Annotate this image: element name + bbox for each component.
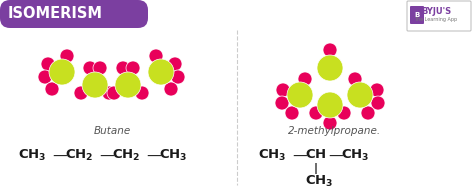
Text: $\mathbf{—}$: $\mathbf{—}$ [146, 146, 162, 161]
Circle shape [323, 43, 337, 57]
Circle shape [317, 55, 343, 81]
Text: $\mathbf{CH_3}$: $\mathbf{CH_3}$ [258, 147, 287, 163]
Circle shape [347, 82, 373, 108]
Text: $\mathbf{CH_2}$: $\mathbf{CH_2}$ [112, 147, 141, 163]
Text: $\mathbf{—}$: $\mathbf{—}$ [52, 146, 68, 161]
Circle shape [168, 57, 182, 71]
Circle shape [361, 106, 375, 120]
Circle shape [38, 70, 52, 84]
Circle shape [102, 86, 116, 100]
Text: $\mathbf{CH_3}$: $\mathbf{CH_3}$ [18, 147, 46, 163]
Text: $\mathbf{CH}$: $\mathbf{CH}$ [305, 148, 327, 161]
Circle shape [337, 106, 351, 120]
Text: $\mathbf{CH_3}$: $\mathbf{CH_3}$ [159, 147, 188, 163]
FancyBboxPatch shape [407, 1, 471, 31]
Circle shape [287, 82, 313, 108]
Circle shape [323, 116, 337, 130]
Text: $\mathbf{CH_3}$: $\mathbf{CH_3}$ [305, 173, 334, 189]
Circle shape [276, 83, 290, 97]
Circle shape [83, 61, 97, 75]
Circle shape [126, 61, 140, 75]
Circle shape [148, 59, 174, 85]
Text: $\mathbf{CH_3}$: $\mathbf{CH_3}$ [341, 147, 370, 163]
Text: $\mathbf{—}$: $\mathbf{—}$ [99, 146, 115, 161]
Circle shape [164, 82, 178, 96]
Circle shape [74, 86, 88, 100]
Text: Butane: Butane [93, 126, 131, 136]
Circle shape [348, 72, 362, 86]
Circle shape [107, 86, 121, 100]
Circle shape [115, 72, 141, 98]
Circle shape [45, 82, 59, 96]
Text: $\mathbf{—}$: $\mathbf{—}$ [328, 146, 344, 161]
Text: B: B [414, 12, 419, 18]
Circle shape [49, 59, 75, 85]
Circle shape [171, 70, 185, 84]
Text: |: | [314, 163, 318, 173]
Circle shape [370, 83, 384, 97]
Circle shape [116, 61, 130, 75]
Text: $\mathbf{—}$: $\mathbf{—}$ [292, 146, 308, 161]
Text: The Learning App: The Learning App [414, 17, 457, 23]
Circle shape [82, 72, 108, 98]
Text: BYJU'S: BYJU'S [421, 7, 451, 16]
FancyBboxPatch shape [0, 0, 148, 28]
Circle shape [60, 49, 74, 63]
Circle shape [149, 49, 163, 63]
Circle shape [275, 96, 289, 110]
Circle shape [93, 61, 107, 75]
Circle shape [298, 72, 312, 86]
Circle shape [371, 96, 385, 110]
Circle shape [135, 86, 149, 100]
Circle shape [317, 92, 343, 118]
Text: ISOMERISM: ISOMERISM [8, 7, 103, 22]
Text: 2-methylpropane.: 2-methylpropane. [289, 126, 382, 136]
Text: $\mathbf{CH_2}$: $\mathbf{CH_2}$ [65, 147, 93, 163]
FancyBboxPatch shape [410, 6, 424, 24]
Circle shape [309, 106, 323, 120]
Circle shape [285, 106, 299, 120]
Circle shape [41, 57, 55, 71]
